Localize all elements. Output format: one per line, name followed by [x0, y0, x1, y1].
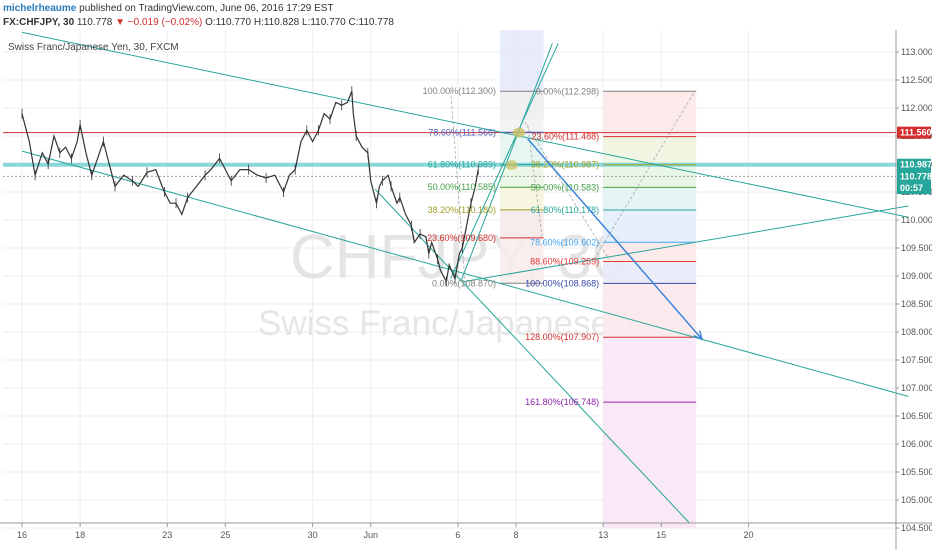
y-tick-label: 108.500	[901, 299, 932, 309]
y-tick-label: 109.000	[901, 271, 932, 281]
y-tick-label: 105.000	[901, 495, 932, 505]
x-tick-label: 15	[656, 530, 666, 540]
x-tick-label: 8	[514, 530, 519, 540]
trendline[interactable]	[21, 150, 909, 397]
price-tag	[897, 182, 931, 195]
retracement-level-label: 61.80%(110.989)	[428, 160, 496, 170]
y-tick-label: 112.000	[901, 103, 932, 113]
fib-guide-line	[524, 121, 610, 260]
extension-zone	[603, 136, 697, 165]
retracement-zone	[500, 209, 544, 238]
x-tick-label: 25	[220, 530, 230, 540]
arrow-head-icon	[693, 330, 704, 341]
x-tick-label: 6	[455, 530, 460, 540]
retracement-level-label: 0.00%(108.870)	[432, 278, 496, 288]
y-tick-label: 107.500	[901, 355, 932, 365]
extension-level-label: 61.80%(110.178)	[531, 205, 599, 215]
x-tick-label: 20	[743, 530, 753, 540]
symbol-label[interactable]: FX:CHFJPY, 30	[3, 17, 75, 28]
extension-level-label: 23.60%(111.488)	[531, 132, 599, 142]
retracement-level-label: 78.60%(111.566)	[428, 127, 496, 137]
x-tick-label: 30	[308, 530, 318, 540]
extension-zone	[603, 164, 697, 188]
extension-level-label: 88.60%(109.259)	[530, 256, 599, 266]
y-tick-label: 106.500	[901, 411, 932, 421]
x-tick-label: Jun	[363, 530, 378, 540]
chart-header: michelrheaume published on TradingView.c…	[0, 0, 932, 30]
price-tag	[897, 126, 931, 139]
extension-level-label: 161.80%(106.748)	[525, 397, 599, 407]
trendline[interactable]	[450, 43, 559, 280]
published-info: published on TradingView.com, June 06, 2…	[79, 3, 334, 14]
y-tick-label: 113.000	[901, 47, 932, 57]
extension-zone	[603, 261, 697, 284]
retracement-zone	[500, 164, 544, 188]
trendline[interactable]	[463, 205, 909, 283]
fib-guide-line	[594, 90, 696, 260]
price-change: −0.019 (−0.02%)	[127, 17, 203, 28]
extension-level-label: 78.60%(109.602)	[530, 237, 599, 247]
y-tick-label: 106.000	[901, 439, 932, 449]
chart-legend-title: Swiss Franc/Japanese Yen, 30, FXCM	[8, 42, 179, 53]
price-chart[interactable]: CHFJPY, 30 Swiss Franc/Japanese Yen 100.…	[0, 30, 932, 550]
extension-level-label: 0.00%(112.298)	[536, 86, 599, 96]
x-tick-label: 23	[162, 530, 172, 540]
retracement-level-label: 100.00%(112.300)	[423, 86, 496, 96]
extension-level-label: 128.00%(107.907)	[525, 332, 599, 342]
price-tag	[897, 170, 931, 183]
price-tag-label: 110.778	[900, 171, 932, 181]
x-tick-label: 13	[598, 530, 608, 540]
retracement-level-label: 23.60%(109.680)	[427, 233, 496, 243]
price-tag-label: 111.560	[900, 128, 932, 138]
last-price: 110.778	[76, 17, 113, 28]
retracement-zone	[500, 237, 544, 284]
extension-zone	[603, 187, 697, 211]
y-tick-label: 108.000	[901, 327, 932, 337]
y-tick-label: 110.000	[901, 215, 932, 225]
cross-marker	[512, 127, 525, 138]
fib-guide-line	[527, 124, 543, 237]
projection-arrow[interactable]	[527, 138, 703, 340]
retracement-level-label: 38.20%(110.180)	[428, 205, 496, 215]
down-arrow-icon: ▼	[115, 17, 126, 28]
extension-zone	[603, 283, 697, 338]
extension-zone	[603, 402, 697, 528]
cross-marker	[505, 160, 518, 171]
author-name[interactable]: michelrheaume	[3, 3, 77, 14]
extension-zone	[603, 337, 697, 403]
y-tick-label: 104.500	[901, 523, 932, 533]
y-tick-label: 112.500	[901, 75, 932, 85]
extension-zone	[603, 210, 697, 243]
y-tick-label: 107.000	[901, 383, 932, 393]
x-tick-label: 18	[75, 530, 85, 540]
extension-level-label: 38.20%(110.987)	[531, 160, 599, 170]
y-tick-label: 109.500	[901, 243, 932, 253]
retracement-level-label: 50.00%(110.585)	[428, 182, 496, 192]
y-tick-label: 105.500	[901, 467, 932, 477]
extension-level-label: 100.00%(108.868)	[525, 278, 599, 288]
trendline[interactable]	[21, 31, 909, 218]
retracement-zone	[500, 187, 544, 210]
extension-zone	[603, 242, 697, 262]
ohlc-values: O:110.770 H:110.828 L:110.770 C:110.778	[205, 17, 394, 28]
price-tag-label: 110.987	[900, 160, 932, 170]
price-tag-label: 00:57	[900, 183, 923, 193]
retracement-zone	[500, 91, 544, 133]
extension-level-label: 50.00%(110.583)	[531, 182, 599, 192]
price-tag	[897, 158, 931, 171]
x-tick-label: 16	[17, 530, 27, 540]
extension-zone	[603, 91, 697, 137]
